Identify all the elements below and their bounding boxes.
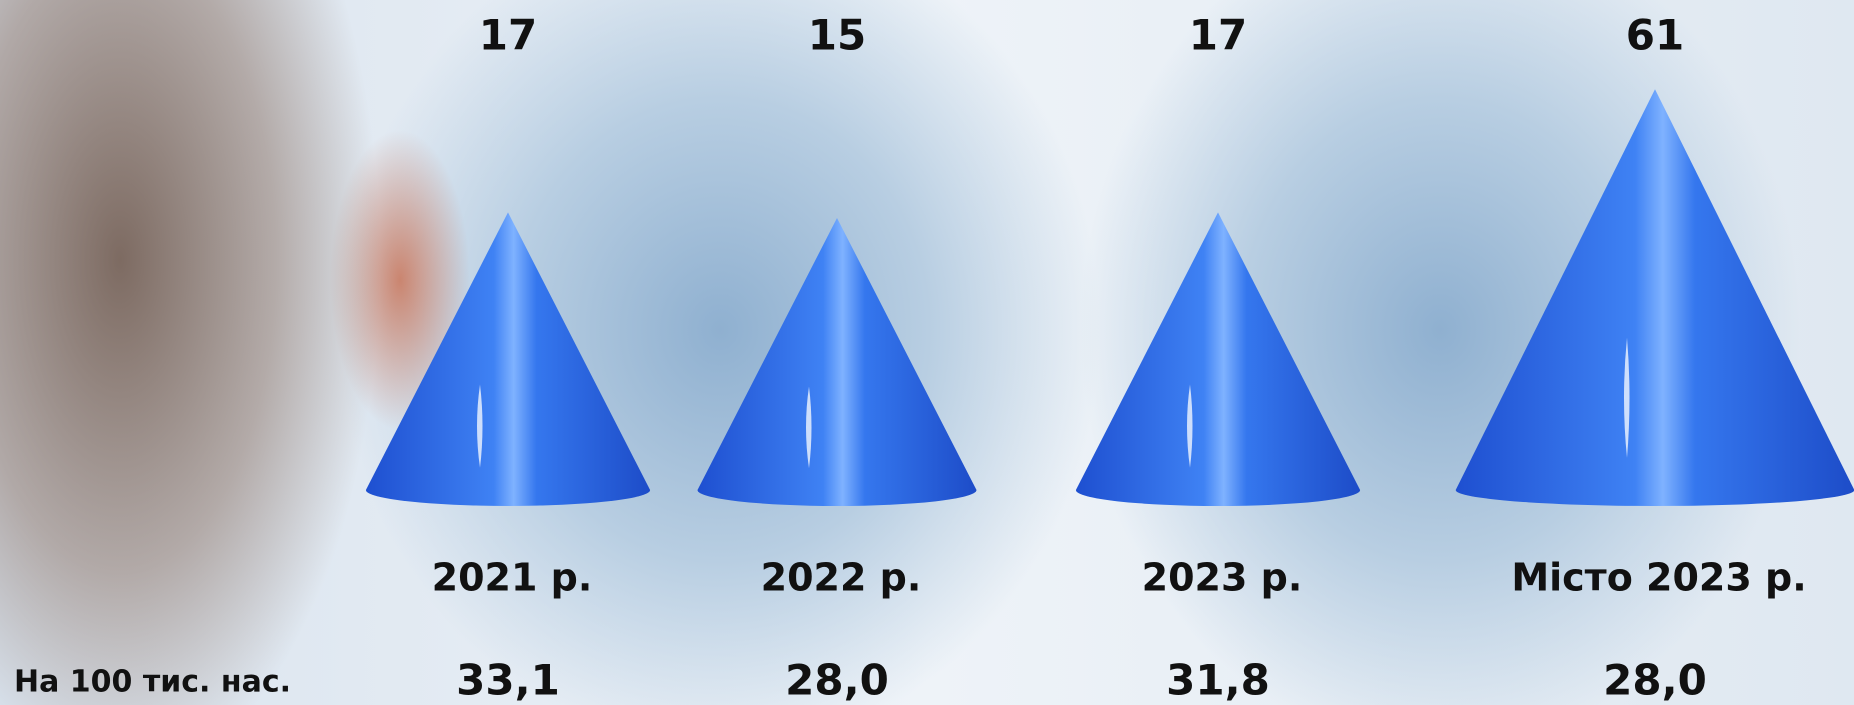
value-label: 17 [479, 11, 537, 60]
cone [697, 218, 977, 506]
rate-label: 33,1 [456, 656, 560, 705]
value-label: 61 [1626, 11, 1684, 60]
cone [365, 212, 651, 506]
cone [1075, 212, 1361, 506]
rate-label: 28,0 [1603, 656, 1707, 705]
category-label: Місто 2023 р. [1511, 556, 1806, 600]
cone-highlight [806, 386, 812, 469]
cone-highlight [477, 384, 483, 468]
rate-label: 28,0 [785, 656, 889, 705]
value-label: 15 [808, 11, 866, 60]
category-label: 2021 р. [432, 556, 593, 600]
value-label: 17 [1189, 11, 1247, 60]
cone [1455, 89, 1854, 506]
category-label: 2023 р. [1142, 556, 1303, 600]
rate-label: 31,8 [1166, 656, 1270, 705]
cone-highlight [1187, 384, 1193, 468]
category-label: 2022 р. [761, 556, 922, 600]
cone-highlight [1624, 337, 1630, 458]
rate-row-label: На 100 тис. нас. [14, 665, 291, 700]
